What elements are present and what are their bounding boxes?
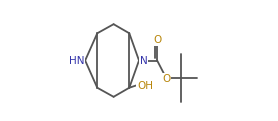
Text: OH: OH (137, 81, 153, 91)
Text: N: N (140, 57, 147, 67)
Text: HN: HN (69, 57, 85, 67)
Text: O: O (162, 74, 170, 84)
Text: O: O (153, 35, 161, 45)
